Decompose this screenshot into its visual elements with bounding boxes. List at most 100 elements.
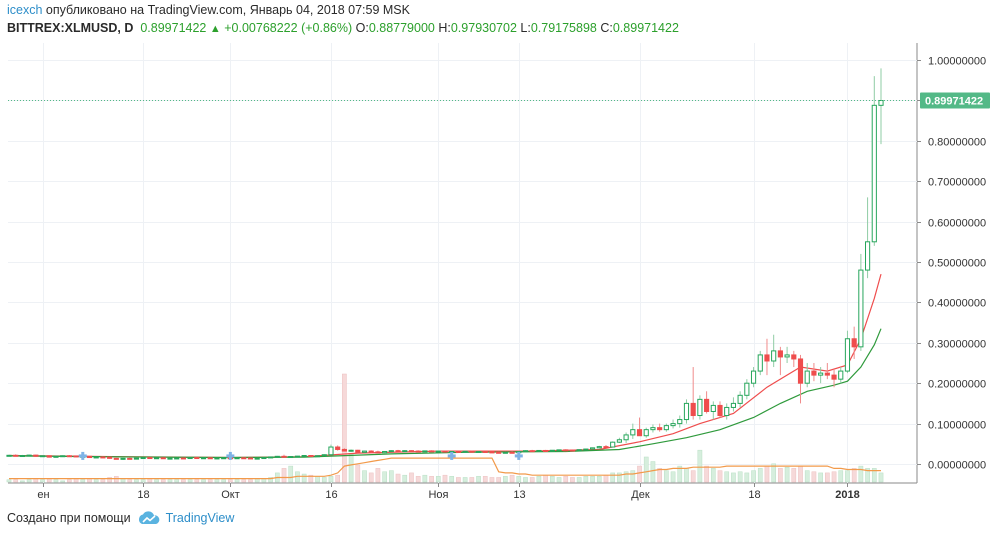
- volume-bar: [248, 479, 253, 483]
- candle-body: [543, 449, 549, 452]
- candle-body: [536, 449, 542, 452]
- volume-bar: [771, 463, 777, 483]
- candle-body: [335, 446, 341, 450]
- volume-bar: [697, 449, 703, 483]
- volume-bar: [825, 472, 830, 483]
- volume-bar: [831, 471, 837, 483]
- volume-bar: [355, 464, 361, 483]
- volume-bar: [456, 477, 461, 483]
- volume-bar: [764, 465, 770, 483]
- volume-bar: [643, 456, 649, 483]
- candle-body: [744, 382, 750, 396]
- volume-bar: [798, 465, 803, 483]
- volume-bar: [496, 477, 501, 483]
- volume-bar: [26, 479, 32, 483]
- candle-body: [247, 457, 254, 460]
- open-label: O:: [355, 21, 369, 35]
- candle-body: [328, 446, 334, 456]
- candle-body: [838, 370, 844, 380]
- candle-body: [147, 457, 153, 460]
- candle-body: [583, 448, 589, 451]
- candle-body: [355, 449, 361, 453]
- volume-bar: [509, 474, 515, 483]
- y-tick-label: 0.30000000: [928, 339, 986, 351]
- volume-bar: [804, 470, 810, 483]
- volume-bar: [684, 468, 689, 483]
- candle-body: [361, 450, 368, 453]
- volume-bar: [160, 479, 166, 483]
- volume-bar: [851, 468, 857, 483]
- volume-bar: [201, 479, 206, 483]
- candle-body: [221, 457, 227, 460]
- volume-bar: [610, 472, 616, 483]
- candle-body: [39, 455, 46, 458]
- candle-body: [777, 350, 783, 358]
- volume-bar: [489, 477, 495, 483]
- volume-bar: [187, 479, 193, 483]
- candle-body: [563, 449, 569, 452]
- candle-body: [174, 457, 180, 460]
- volume-bar: [845, 470, 850, 483]
- y-tick-label: 0.50000000: [928, 258, 986, 270]
- candle-body: [771, 350, 777, 362]
- candle-body: [187, 457, 193, 460]
- candle-body: [730, 402, 737, 408]
- high-label: H:: [438, 21, 451, 35]
- volume-bar: [549, 476, 555, 483]
- candle-body: [630, 429, 636, 436]
- volume-bar: [677, 465, 683, 483]
- candle-body: [100, 456, 106, 459]
- candle-body: [314, 455, 321, 458]
- candle-body: [19, 455, 25, 458]
- candle-body: [482, 450, 488, 453]
- candle-body: [657, 427, 663, 431]
- candle-body: [818, 372, 824, 376]
- x-tick-label: Окт: [221, 489, 240, 501]
- volume-bar: [134, 479, 139, 483]
- volume-bar: [288, 465, 294, 483]
- candle-body: [496, 451, 502, 454]
- x-tick-label: 13: [513, 489, 525, 501]
- candle-body: [46, 455, 52, 458]
- candle-body: [811, 370, 817, 376]
- volume-bar: [100, 479, 106, 483]
- candle-body: [13, 454, 19, 457]
- high-value: 0.97930702: [450, 21, 517, 35]
- tradingview-link[interactable]: TradingView: [137, 511, 234, 525]
- volume-bar: [818, 472, 823, 483]
- candle-body: [127, 457, 133, 460]
- candle-body: [683, 402, 690, 421]
- volume-bar: [214, 479, 220, 483]
- candle-body: [200, 457, 207, 460]
- candle-body: [408, 450, 415, 453]
- close-label: C:: [600, 21, 613, 35]
- candle-body: [865, 241, 871, 271]
- volume-bar: [60, 480, 65, 483]
- candle-body: [241, 457, 247, 460]
- volume-bar: [80, 479, 86, 483]
- candle-body: [750, 370, 757, 384]
- candle-body: [66, 455, 72, 458]
- candle-body: [281, 455, 287, 458]
- candle-body: [791, 354, 797, 360]
- candle-body: [878, 100, 884, 106]
- volume-bar: [630, 470, 636, 483]
- volume-bar: [181, 479, 186, 483]
- candle-body: [422, 450, 428, 453]
- candle-body: [382, 450, 388, 454]
- candle-body: [529, 450, 535, 453]
- volume-bar: [107, 477, 112, 483]
- volume-bar: [657, 468, 662, 483]
- volume-bar: [375, 468, 381, 483]
- volume-bar: [744, 472, 750, 483]
- volume-bar: [221, 479, 226, 483]
- volume-bar: [328, 476, 334, 483]
- author-link[interactable]: icexch: [7, 3, 43, 17]
- volume-bar: [623, 471, 629, 483]
- volume-bar: [865, 468, 870, 483]
- candle-body: [502, 451, 508, 454]
- candle-body: [348, 449, 354, 452]
- candle-body: [274, 455, 280, 458]
- candle-body: [388, 450, 394, 453]
